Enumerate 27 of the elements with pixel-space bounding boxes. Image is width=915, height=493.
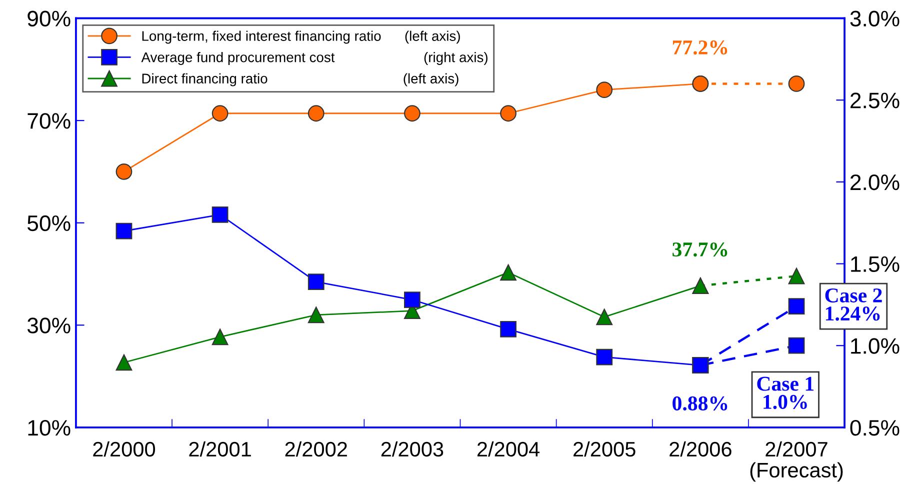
- data-label: 37.7%: [672, 242, 728, 257]
- data-label: 0.88%: [672, 396, 728, 411]
- y-tick-label: 30%: [27, 318, 70, 334]
- x-tick-label: 2/2000: [93, 441, 156, 457]
- y-tick-label: 10%: [28, 420, 70, 436]
- x-tick-label: 2/2007 (Forecast): [750, 441, 843, 482]
- legend-label: Average fund procurement cost (right axis): [141, 52, 488, 65]
- y2-tick-label: 2.0%: [850, 174, 900, 190]
- x-tick-label: 2/2004: [477, 441, 540, 457]
- x-tick-label: 2/2001: [189, 441, 251, 457]
- legend-label: Long-term, fixed interest financing ratio (left axis): [142, 30, 460, 44]
- y2-tick-label: 0.5%: [850, 420, 900, 436]
- y-tick-label: 90%: [28, 10, 70, 27]
- legend-label: Direct financing ratio (left axis): [142, 73, 458, 86]
- y-tick-label: 50%: [27, 215, 70, 232]
- x-tick-label: 2/2005: [574, 441, 636, 457]
- x-tick-label: 2/2003: [381, 441, 444, 457]
- y2-tick-label: 2.5%: [850, 92, 900, 108]
- y2-tick-label: 3.0%: [850, 10, 900, 27]
- x-tick-label: 2/2002: [285, 441, 347, 457]
- y2-tick-label: 1.0%: [851, 338, 900, 354]
- y-tick-label: 70%: [28, 113, 70, 129]
- y2-tick-label: 1.5%: [851, 256, 900, 272]
- data-label: Case 2 1.24%: [825, 288, 882, 321]
- x-tick-label: 2/2006: [670, 441, 732, 457]
- data-label: 77.2%: [672, 40, 728, 55]
- data-label: Case 1 1.0%: [757, 376, 814, 410]
